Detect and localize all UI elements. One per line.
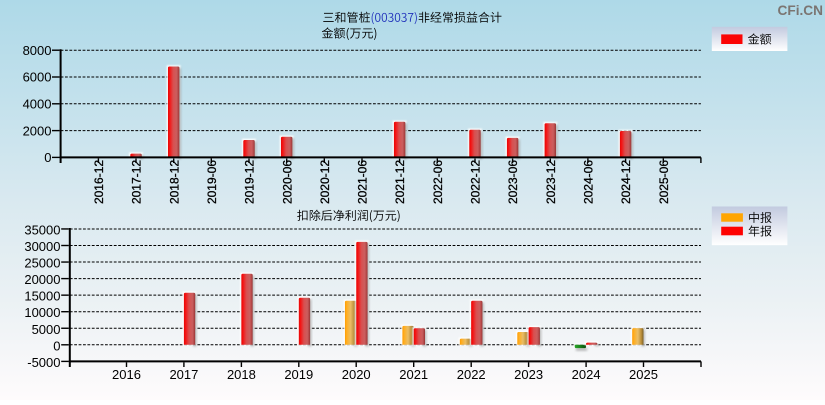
svg-text:2020-12: 2020-12 (318, 160, 332, 204)
svg-text:30000: 30000 (24, 239, 60, 254)
svg-text:2020-06: 2020-06 (280, 160, 294, 204)
svg-text:2022-12: 2022-12 (469, 160, 483, 204)
svg-text:15000: 15000 (24, 289, 60, 304)
svg-text:2017: 2017 (169, 367, 198, 382)
svg-text:2023-06: 2023-06 (506, 160, 520, 204)
svg-text:2000: 2000 (23, 123, 52, 138)
svg-text:2019-12: 2019-12 (243, 160, 257, 204)
svg-text:8000: 8000 (23, 43, 52, 58)
svg-text:6000: 6000 (23, 70, 52, 85)
svg-text:2021-12: 2021-12 (393, 160, 407, 204)
svg-text:2016: 2016 (112, 367, 141, 382)
svg-text:4000: 4000 (23, 97, 52, 112)
svg-text:5000: 5000 (32, 322, 61, 337)
svg-text:2025-06: 2025-06 (657, 160, 671, 204)
svg-text:2018: 2018 (227, 367, 256, 382)
svg-text:2023: 2023 (514, 367, 543, 382)
svg-text:2025: 2025 (629, 367, 658, 382)
svg-text:2019-06: 2019-06 (205, 160, 219, 204)
svg-text:2023-12: 2023-12 (544, 160, 558, 204)
svg-text:2018-12: 2018-12 (167, 160, 181, 204)
svg-text:20000: 20000 (24, 272, 60, 287)
svg-text:-5000: -5000 (27, 355, 60, 370)
svg-text:2017-12: 2017-12 (130, 160, 144, 204)
svg-text:2022-06: 2022-06 (431, 160, 445, 204)
svg-text:0: 0 (44, 150, 51, 165)
svg-text:2021-06: 2021-06 (356, 160, 370, 204)
svg-text:2024: 2024 (572, 367, 601, 382)
svg-text:2021: 2021 (399, 367, 428, 382)
svg-text:2024-06: 2024-06 (582, 160, 596, 204)
svg-text:25000: 25000 (24, 256, 60, 271)
svg-text:2022: 2022 (457, 367, 486, 382)
svg-text:2020: 2020 (342, 367, 371, 382)
svg-text:10000: 10000 (24, 305, 60, 320)
svg-text:2019: 2019 (284, 367, 313, 382)
svg-text:0: 0 (53, 338, 60, 353)
svg-text:2016-12: 2016-12 (92, 160, 106, 204)
svg-text:2024-12: 2024-12 (619, 160, 633, 204)
svg-text:35000: 35000 (24, 222, 60, 237)
svg-text:CFi.CN: CFi.CN (778, 2, 824, 18)
